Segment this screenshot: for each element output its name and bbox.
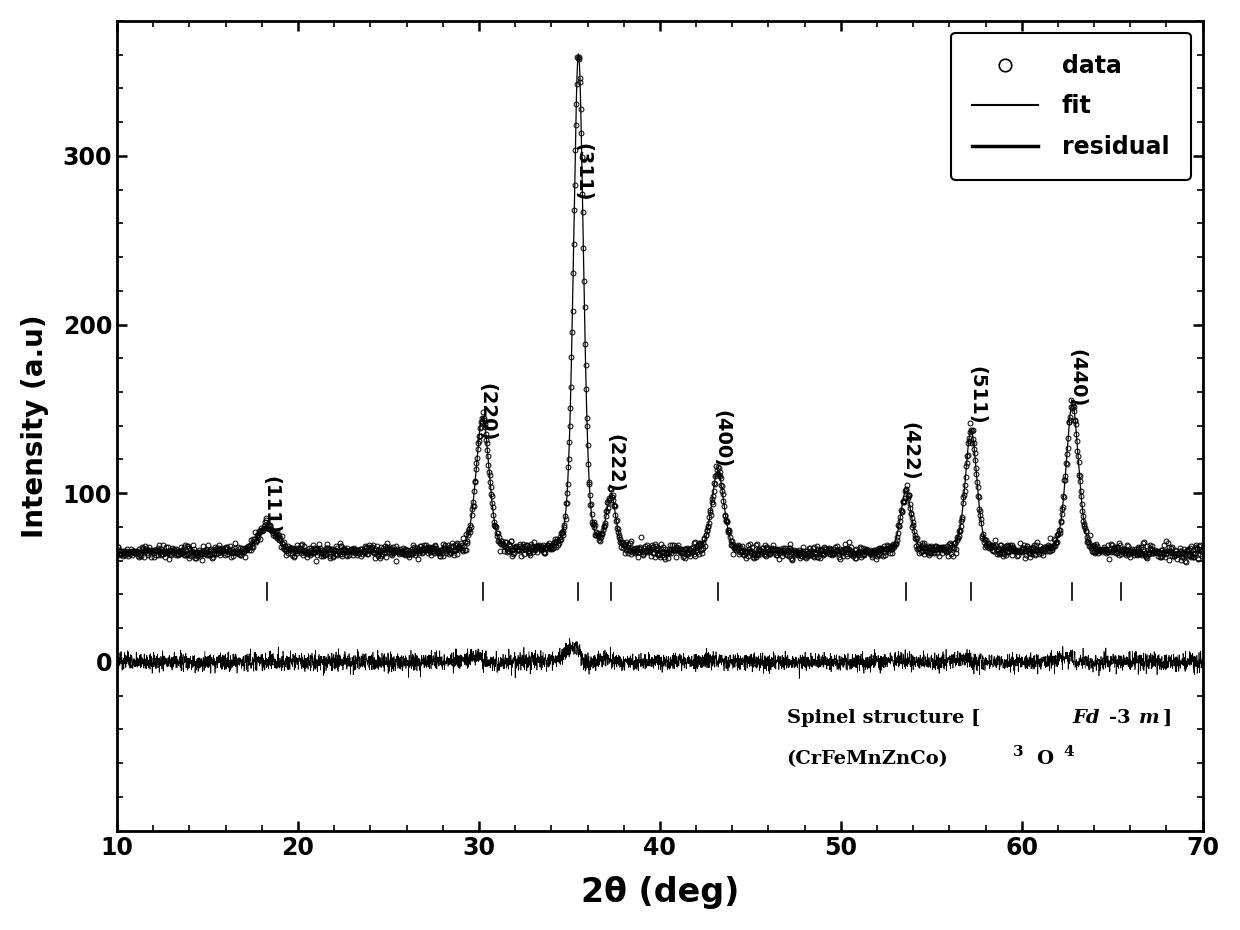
residual: [362, 658, 377, 669]
fit: [1187, 547, 1202, 558]
residual: [562, 632, 577, 644]
fit: [362, 546, 377, 557]
Text: (440): (440): [1066, 350, 1086, 407]
residual: [518, 649, 533, 660]
Line: fit: fit: [117, 54, 1203, 552]
residual: [109, 661, 124, 672]
residual: [1187, 669, 1202, 680]
data: [1164, 547, 1179, 558]
Text: (511): (511): [967, 366, 987, 425]
residual: [792, 672, 807, 684]
data: [1195, 551, 1210, 562]
Text: (311): (311): [573, 143, 591, 202]
Y-axis label: Intensity (a.u): Intensity (a.u): [21, 314, 48, 538]
Text: 3: 3: [1013, 745, 1023, 759]
Text: Spinel structure [: Spinel structure [: [786, 710, 980, 727]
Line: residual: residual: [117, 638, 1203, 678]
data: [609, 514, 624, 525]
fit: [572, 48, 587, 60]
Text: ]: ]: [1163, 710, 1172, 727]
Text: -3: -3: [1109, 710, 1130, 727]
fit: [367, 546, 382, 557]
Text: Fd: Fd: [1073, 710, 1100, 727]
Text: 4: 4: [1064, 745, 1074, 759]
fit: [518, 543, 533, 554]
data: [637, 540, 652, 551]
X-axis label: 2θ (deg): 2θ (deg): [580, 876, 739, 910]
Text: (CrFeMnZnCo): (CrFeMnZnCo): [786, 750, 949, 767]
residual: [1195, 660, 1210, 671]
data: [1163, 542, 1178, 553]
Text: m: m: [1140, 710, 1159, 727]
data: [109, 545, 124, 556]
residual: [367, 654, 382, 665]
Text: O: O: [1037, 750, 1053, 767]
residual: [596, 654, 611, 665]
residual: [373, 660, 388, 671]
fit: [373, 546, 388, 557]
Line: data: data: [114, 54, 1205, 565]
Legend: data, fit, residual: data, fit, residual: [951, 33, 1190, 180]
Text: (400): (400): [712, 410, 732, 469]
Text: (422): (422): [900, 421, 920, 481]
fit: [596, 523, 611, 534]
data: [1178, 556, 1193, 567]
data: [965, 438, 980, 449]
Text: (220): (220): [477, 383, 496, 442]
fit: [109, 547, 124, 558]
Text: (111): (111): [262, 476, 280, 535]
fit: [1195, 547, 1210, 558]
data: [165, 542, 180, 553]
Text: (222): (222): [605, 433, 625, 492]
data: [572, 51, 587, 62]
